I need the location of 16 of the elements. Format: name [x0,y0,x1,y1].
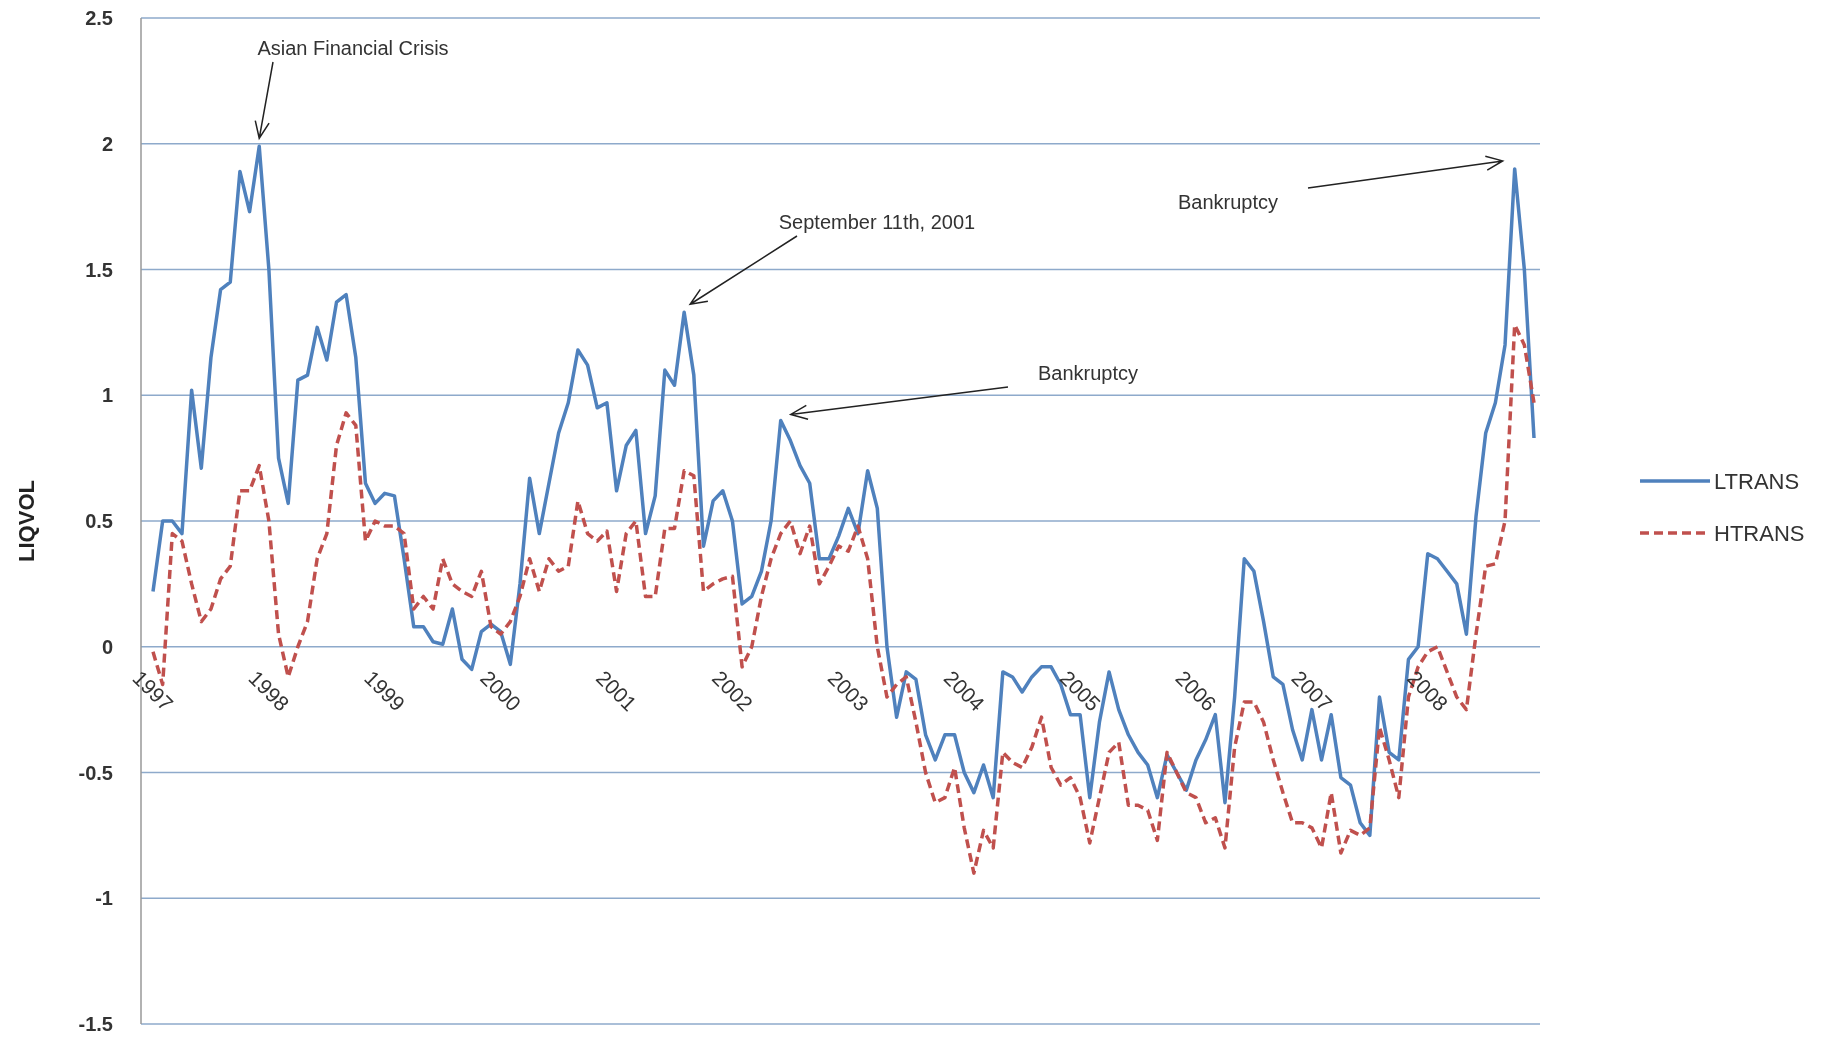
y-tick-label: 2 [101,132,113,155]
y-tick-label: -1 [95,887,113,910]
y-tick-label: 1 [101,384,113,407]
y-axis-title: LIQVOL [14,480,39,562]
annotation: September 11th, 2001 [778,211,976,233]
annotation: Asian Financial Crisis [257,37,449,59]
y-tick-label: -0.5 [78,761,113,784]
legend-label: HTRANS [1714,520,1805,546]
y-tick-label: 0.5 [85,510,113,532]
annotation: Bankruptcy [1177,191,1279,213]
annotation: Bankruptcy [1037,362,1139,384]
y-tick-label: 1.5 [85,258,113,281]
y-tick-label: -1.5 [78,1013,113,1035]
y-tick-label: 0 [101,635,113,658]
legend-label: LTRANS [1714,468,1800,494]
y-tick-label: 2.5 [85,7,113,29]
